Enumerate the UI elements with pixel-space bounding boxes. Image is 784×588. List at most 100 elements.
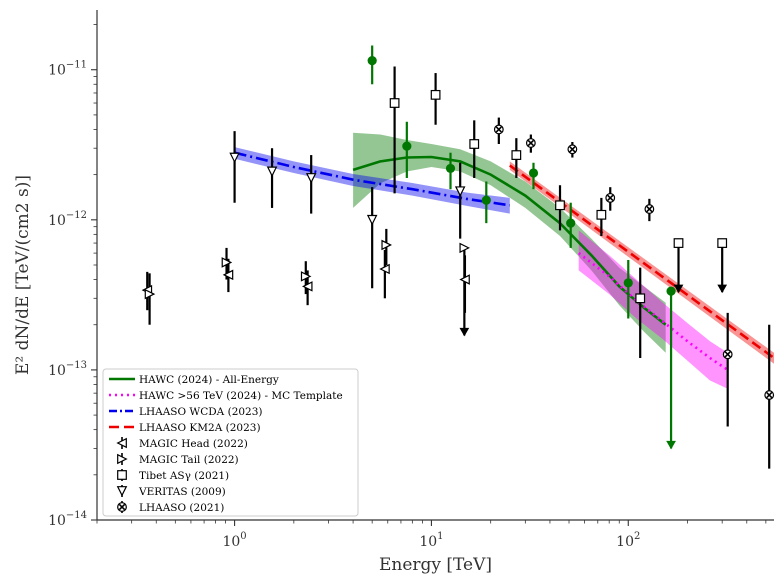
veritas-2009-marker-3 — [366, 214, 378, 226]
tibet-as-2021-marker-1 — [430, 89, 441, 100]
legend-item-veritas-2009: VERITAS (2009) — [116, 485, 226, 498]
magic-head-2022-marker-4 — [459, 274, 470, 285]
lhaaso-2021-marker-1-cross — [527, 139, 535, 147]
hawc-marker-7 — [666, 286, 676, 296]
veritas-2009-marker-2 — [305, 173, 317, 184]
magic-tail-2022-point-4-arrowhead — [459, 327, 470, 337]
legend-label: LHAASO (2021) — [139, 502, 224, 514]
uncertainty-bands — [234, 132, 774, 389]
lhaaso-km2a-2023-line — [509, 164, 775, 360]
y-tick-label-3: 10−11 — [48, 60, 87, 79]
x-axis-label: Energy [TeV] — [379, 555, 492, 575]
lhaaso-2021-marker-6 — [764, 390, 775, 400]
y-tick-exponent: −14 — [66, 510, 87, 521]
lhaaso-2021-marker-3 — [605, 192, 616, 203]
tibet-as-2021-marker-6 — [635, 293, 646, 304]
veritas-2009-marker-1 — [266, 166, 278, 178]
lhaaso-2021-marker-4 — [644, 204, 655, 214]
lhaaso-2021-marker-5-cross — [724, 351, 731, 358]
legend-swatch-marker — [116, 437, 127, 449]
x-tick-exponent: 2 — [634, 531, 640, 542]
legend-item-tibet-as-2021: Tibet ASγ (2021) — [117, 469, 229, 482]
hawc-marker-3 — [481, 195, 491, 205]
lhaaso-2021-marker-2 — [567, 144, 578, 155]
lhaaso-2021-marker-0 — [493, 124, 504, 135]
y-tick-base: 10 — [48, 63, 66, 79]
tibet-as-2021-marker-3 — [511, 150, 522, 160]
tibet-as-2021-marker-2 — [469, 139, 480, 149]
hawc-56-tev-2024-mc-template-line — [577, 252, 729, 371]
legend-swatch-marker — [116, 486, 128, 497]
hawc-56-tev-2024-mc-template-band — [578, 230, 728, 389]
legend-label: HAWC (2024) - All-Energy — [139, 374, 279, 386]
y-tick-exponent: −12 — [66, 210, 87, 221]
y-tick-label-1: 10−13 — [48, 360, 87, 379]
y-tick-exponent: −13 — [66, 360, 87, 371]
tibet-as-2021-marker-0 — [389, 98, 400, 108]
lhaaso-wcda-2023-band — [234, 147, 510, 214]
x-tick-exponent: 1 — [437, 531, 443, 542]
hawc-2024-all-energy-line — [352, 155, 667, 326]
magic-head-2022-marker-1 — [222, 269, 234, 281]
hawc-marker-1 — [402, 141, 412, 151]
legend-box — [102, 368, 359, 517]
lhaaso-2021-marker-1 — [525, 138, 536, 148]
magic-tail-2022-marker-4 — [459, 242, 471, 254]
legend-label: MAGIC Head (2022) — [139, 438, 248, 450]
legend-item-magic-tail-2022: MAGIC Tail (2022) — [117, 453, 239, 466]
legend: HAWC (2024) - All-Energy HAWC >56 TeV (20… — [102, 368, 359, 517]
legend-item-magic-head-2022: MAGIC Head (2022) — [116, 437, 248, 450]
y-axis-label: E² dN/dE [TeV/(cm2 s)] — [13, 175, 33, 375]
hawc-marker-2 — [445, 163, 456, 174]
legend-label: HAWC >56 TeV (2024) - MC Template — [139, 390, 343, 402]
legend-label: LHAASO KM2A (2023) — [139, 422, 261, 434]
tibet-as-2021-marker-7 — [673, 238, 684, 248]
lhaaso-wcda-2023-line — [234, 151, 510, 207]
legend-swatch-marker-cross — [118, 503, 126, 511]
legend-label: VERITAS (2009) — [138, 486, 226, 498]
x-tick-label-2: 102 — [616, 531, 640, 550]
legend-swatch-marker — [117, 453, 128, 465]
x-tick-base: 10 — [222, 534, 240, 550]
tibet-as-2021-marker-8 — [717, 238, 728, 248]
veritas-2009-marker-0 — [229, 152, 240, 164]
hawc-2024-all-energy-band — [353, 132, 666, 353]
y-tick-label-2: 10−12 — [48, 210, 87, 229]
x-tick-base: 10 — [419, 534, 437, 550]
legend-item-hawc-2024-all-energy: HAWC (2024) - All-Energy — [109, 374, 279, 386]
y-tick-base: 10 — [48, 213, 66, 229]
magic-tail-2022-marker-2 — [300, 271, 312, 282]
legend-label: Tibet ASγ (2021) — [139, 470, 229, 482]
magic-tail-2022-marker-3 — [381, 239, 392, 251]
x-tick-label-1: 101 — [419, 531, 443, 550]
legend-item-lhaaso-wcda-2023: LHAASO WCDA (2023) — [109, 406, 263, 418]
y-tick-base: 10 — [48, 513, 66, 529]
legend-item-hawc-56-tev-2024-mc-template: HAWC >56 TeV (2024) - MC Template — [109, 390, 343, 402]
lhaaso-2021-marker-5 — [722, 349, 733, 360]
lhaaso-2021-marker-0-cross — [495, 126, 502, 133]
hawc-point-7-arrowhead — [666, 440, 676, 450]
x-tick-exponent: 0 — [240, 531, 246, 542]
x-tick-label-0: 100 — [222, 531, 246, 550]
tibet-as-2021-point-8-arrowhead — [717, 284, 728, 294]
y-tick-exponent: −11 — [66, 60, 87, 71]
data-markers — [141, 56, 775, 400]
hawc-marker-0 — [367, 56, 377, 66]
legend-item-lhaaso-2021: LHAASO (2021) — [117, 501, 224, 514]
magic-tail-2022-marker-0 — [144, 288, 156, 300]
hawc-marker-4 — [528, 168, 539, 178]
magic-head-2022-marker-2 — [301, 281, 313, 292]
y-tick-label-0: 10−14 — [48, 510, 87, 529]
legend-swatch-marker — [117, 502, 127, 512]
tibet-as-2021-marker-4 — [555, 200, 565, 211]
magic-head-2022-marker-3 — [379, 263, 390, 275]
lhaaso-2021-marker-4-cross — [646, 205, 653, 213]
veritas-2009-marker-4 — [454, 186, 466, 197]
legend-label: MAGIC Tail (2022) — [139, 454, 239, 466]
lhaaso-2021-marker-3-cross — [607, 194, 614, 202]
legend-label: LHAASO WCDA (2023) — [139, 406, 263, 418]
x-tick-base: 10 — [616, 534, 634, 550]
